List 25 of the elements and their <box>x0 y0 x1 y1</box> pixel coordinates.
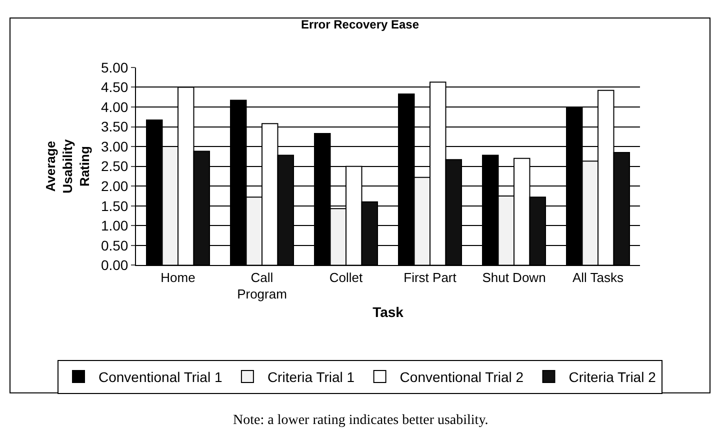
y-tick-label: 4.50 <box>100 79 128 96</box>
y-axis-title: Average Usability Rating <box>43 138 92 194</box>
y-tick-label: 1.50 <box>100 198 128 214</box>
x-tick-label: First Part <box>404 270 457 285</box>
y-tick-label: 2.50 <box>100 158 128 174</box>
y-tick-label: 3.50 <box>100 118 128 135</box>
legend-label: Criteria Trial 2 <box>568 369 656 386</box>
x-tick-label: Call Program <box>237 270 287 302</box>
x-tick-label: Collet <box>329 270 363 285</box>
x-tick-label: Shut Down <box>482 270 546 285</box>
y-tick-label: 1.00 <box>100 218 128 234</box>
legend-label: Conventional Trial 2 <box>400 369 524 386</box>
x-tick-label: All Tasks <box>572 270 624 285</box>
y-tick-label: 4.00 <box>100 98 128 115</box>
chart-title: Error Recovery Ease <box>300 18 420 32</box>
legend-label: Criteria Trial 1 <box>267 369 355 386</box>
y-tick-label: 0.50 <box>100 237 128 254</box>
x-axis-title: Task <box>372 304 404 320</box>
y-tick-label: 3.00 <box>100 138 128 154</box>
legend-label: Conventional Trial 1 <box>98 369 222 386</box>
y-tick-label: 2.00 <box>100 178 128 194</box>
y-tick-label: 5.00 <box>100 59 128 76</box>
x-tick-label: Home <box>160 270 196 285</box>
text: Note: a lower rating indicates better usability. <box>233 413 488 428</box>
y-tick-label: 0.00 <box>100 257 128 274</box>
